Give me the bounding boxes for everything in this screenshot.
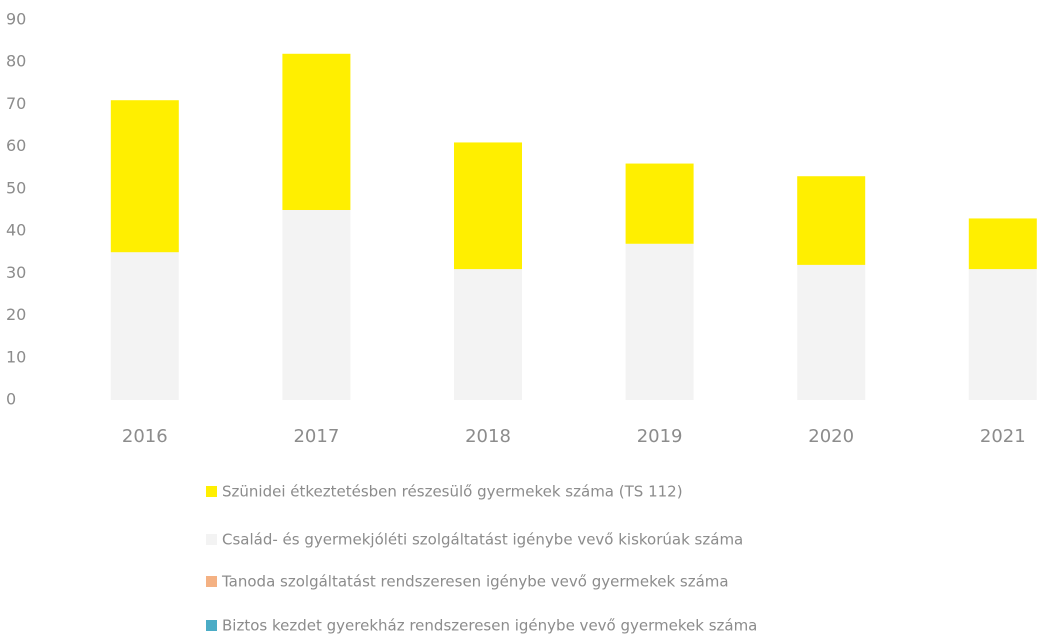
bar-segment bbox=[625, 243, 694, 400]
y-tick-label: 10 bbox=[6, 347, 26, 366]
x-tick-label: 2018 bbox=[465, 426, 511, 447]
bar-segment bbox=[968, 218, 1037, 270]
bar-segment bbox=[797, 264, 866, 400]
y-tick-label: 50 bbox=[6, 178, 26, 197]
bar-segment bbox=[797, 176, 866, 265]
y-tick-label: 60 bbox=[6, 136, 26, 155]
legend-label: Biztos kezdet gyerekház rendszeresen igé… bbox=[222, 617, 757, 635]
bar-segment bbox=[282, 53, 351, 211]
legend-swatch bbox=[206, 486, 217, 497]
x-tick-label: 2016 bbox=[122, 426, 168, 447]
y-tick-label: 70 bbox=[6, 94, 26, 113]
bar-segment bbox=[110, 252, 179, 400]
bar-segment bbox=[454, 269, 522, 400]
y-tick-label: 80 bbox=[6, 52, 26, 71]
y-tick-label: 30 bbox=[6, 263, 26, 282]
x-tick-label: 2017 bbox=[293, 426, 339, 447]
y-tick-label: 0 bbox=[6, 390, 16, 409]
bar-segment bbox=[282, 210, 351, 400]
bar-segment bbox=[110, 100, 179, 253]
legend-label: Szünidei étkeztetésben részesülő gyermek… bbox=[222, 483, 683, 501]
legend-label: Tanoda szolgáltatást rendszeresen igényb… bbox=[221, 573, 729, 591]
y-tick-label: 90 bbox=[6, 10, 26, 29]
bar-segment bbox=[968, 269, 1037, 400]
legend-label: Család- és gyermekjóléti szolgáltatást i… bbox=[222, 531, 743, 549]
y-tick-label: 20 bbox=[6, 305, 26, 324]
legend-swatch bbox=[206, 620, 217, 631]
x-tick-label: 2020 bbox=[808, 426, 854, 447]
x-tick-label: 2021 bbox=[980, 426, 1026, 447]
y-tick-label: 40 bbox=[6, 221, 26, 240]
bar-segment bbox=[454, 142, 522, 270]
legend-swatch bbox=[206, 534, 217, 545]
bar-segment bbox=[625, 163, 694, 244]
x-tick-label: 2019 bbox=[637, 426, 683, 447]
legend-swatch bbox=[206, 576, 217, 587]
